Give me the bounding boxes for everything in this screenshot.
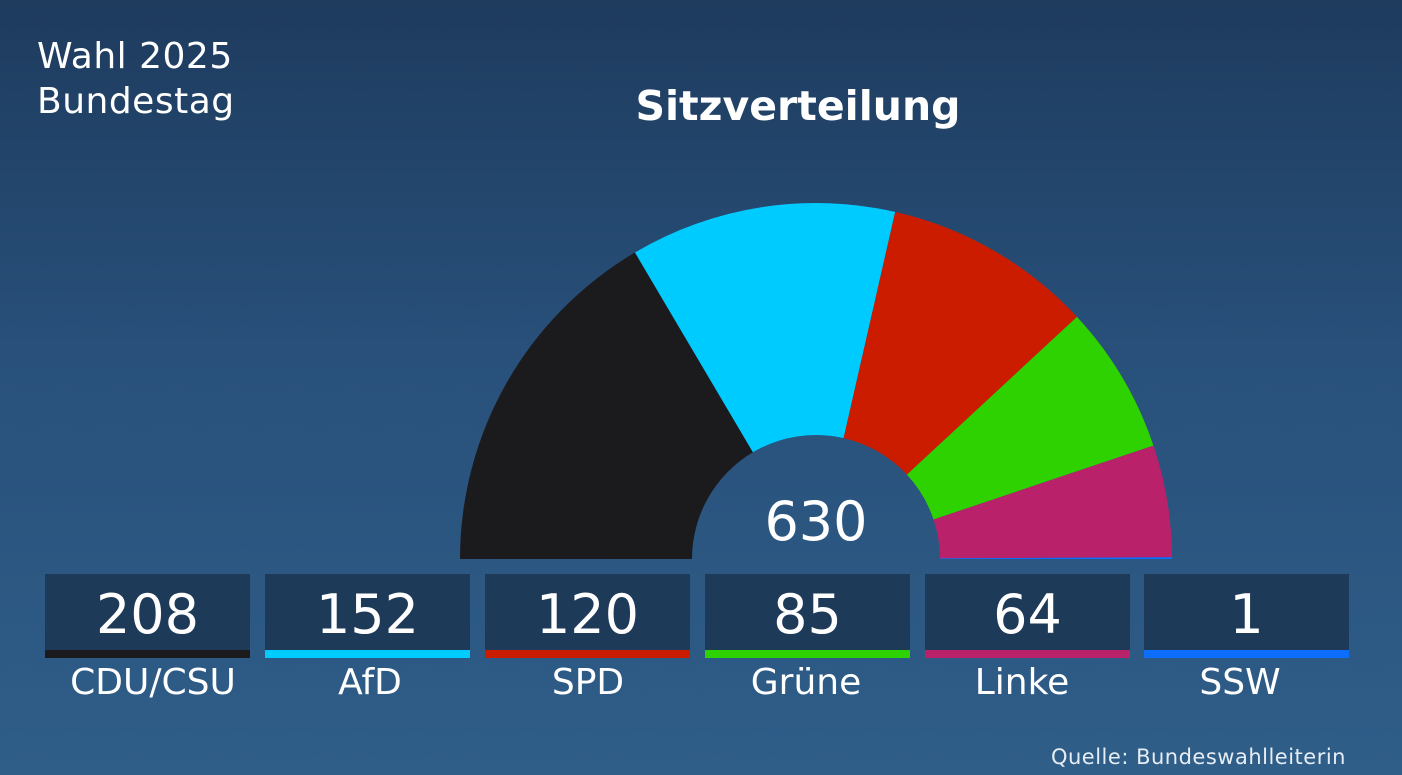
seat-slice-cdu-csu	[460, 252, 753, 559]
election-title: Wahl 2025 Bundestag	[37, 34, 235, 124]
seat-box-afd: 152	[265, 574, 470, 658]
seat-count-afd: 152	[315, 583, 420, 646]
total-seats: 630	[764, 490, 868, 553]
color-bar-spd	[485, 650, 690, 658]
party-label-ssw: SSW	[1199, 662, 1281, 703]
party-label-gruene: Grüne	[750, 662, 862, 703]
color-bar-linke	[925, 650, 1130, 658]
seat-count-ssw: 1	[1229, 583, 1264, 646]
seat-box-linke: 64	[925, 574, 1130, 658]
seat-count-cdu-csu: 208	[95, 583, 200, 646]
seat-box-gruene: 85	[705, 574, 910, 658]
seat-slice-gruene	[906, 316, 1154, 520]
seat-box-cdu-csu: 208	[45, 574, 250, 658]
color-bar-ssw	[1144, 650, 1349, 658]
party-label-cdu-csu: CDU/CSU	[70, 662, 236, 703]
seat-slice-linke	[933, 445, 1172, 559]
color-bar-cdu-csu	[45, 650, 250, 658]
seat-count-gruene: 85	[773, 583, 842, 646]
party-label-linke: Linke	[974, 662, 1070, 703]
seat-slice-spd	[843, 211, 1077, 475]
seat-box-ssw: 1	[1144, 574, 1349, 658]
chart-title: Sitzverteilung	[635, 82, 961, 130]
seat-count-spd: 120	[535, 583, 640, 646]
parliament-name: Bundestag	[37, 81, 235, 122]
party-label-afd: AfD	[338, 662, 402, 703]
election-name: Wahl 2025	[37, 36, 233, 77]
seat-count-linke: 64	[993, 583, 1062, 646]
color-bar-gruene	[705, 650, 910, 658]
party-label-spd: SPD	[551, 662, 625, 703]
seat-slice-afd	[634, 203, 896, 453]
seat-box-spd: 120	[485, 574, 690, 658]
seat-slice-ssw	[939, 557, 1172, 559]
color-bar-afd	[265, 650, 470, 658]
source-note: Quelle: Bundeswahlleiterin	[1050, 745, 1346, 769]
